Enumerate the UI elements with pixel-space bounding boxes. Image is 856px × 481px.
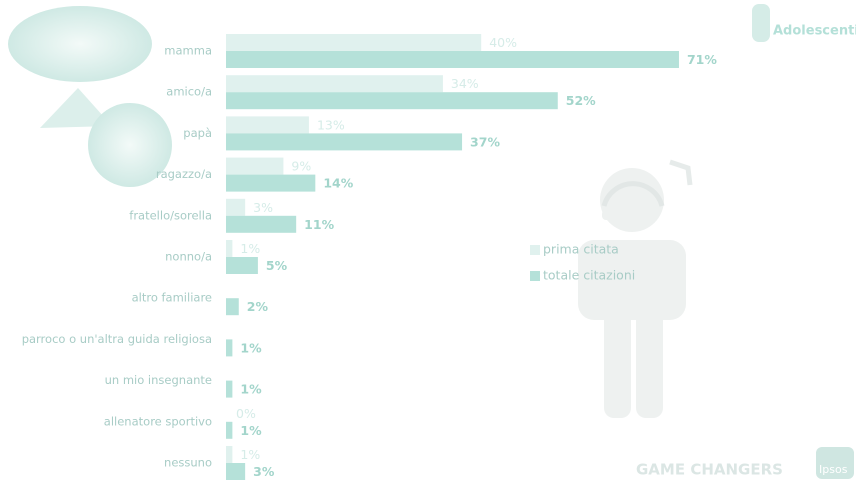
bar bbox=[226, 380, 233, 398]
bar bbox=[226, 215, 297, 233]
value-label: 11% bbox=[304, 217, 334, 232]
value-label: 52% bbox=[566, 93, 596, 108]
bar bbox=[226, 339, 233, 357]
bar bbox=[226, 133, 463, 151]
value-label: 40% bbox=[489, 35, 517, 50]
decorations bbox=[8, 4, 854, 479]
legend-label: totale citazioni bbox=[543, 268, 635, 283]
category-label: parroco o un'altra guida religiosa bbox=[22, 332, 212, 346]
legend-label: prima citata bbox=[543, 242, 619, 257]
value-label: 14% bbox=[323, 176, 353, 191]
bar bbox=[226, 198, 246, 216]
bar bbox=[226, 116, 309, 134]
category-label: amico/a bbox=[166, 85, 212, 99]
bar bbox=[226, 92, 558, 110]
category-label: papà bbox=[183, 126, 212, 140]
value-label: 3% bbox=[253, 200, 273, 215]
category-label: nessuno bbox=[164, 456, 212, 470]
value-label: 5% bbox=[266, 258, 288, 273]
bar bbox=[226, 51, 679, 68]
bar bbox=[226, 34, 482, 51]
category-label: ragazzo/a bbox=[156, 167, 212, 181]
bar bbox=[226, 298, 239, 316]
category-label: un mio insegnante bbox=[105, 373, 212, 387]
legend-swatch bbox=[530, 271, 540, 281]
value-label: 3% bbox=[253, 464, 275, 479]
category-label: altro familiare bbox=[132, 291, 212, 305]
value-label: 1% bbox=[240, 340, 262, 355]
category-label: fratello/sorella bbox=[129, 208, 212, 222]
value-label: 1% bbox=[240, 447, 260, 462]
bar bbox=[226, 240, 233, 257]
value-label: 1% bbox=[240, 382, 262, 397]
category-label: mamma bbox=[164, 44, 212, 58]
value-label: 1% bbox=[240, 423, 262, 438]
value-label: 2% bbox=[247, 299, 269, 314]
bar bbox=[226, 463, 246, 480]
value-label: 37% bbox=[470, 134, 500, 149]
category-label: allenatore sportivo bbox=[104, 414, 212, 428]
logo: Ipsos bbox=[819, 463, 848, 476]
value-label: 34% bbox=[451, 76, 479, 91]
category-label: nonno/a bbox=[165, 250, 212, 264]
badge: Adolescenti bbox=[773, 24, 856, 39]
value-label: 71% bbox=[687, 52, 717, 67]
bar bbox=[226, 257, 258, 274]
bar bbox=[226, 75, 443, 93]
value-label: 0% bbox=[236, 406, 256, 421]
value-label: 9% bbox=[291, 159, 311, 174]
footer: GAME CHANGERS bbox=[636, 461, 783, 479]
bar bbox=[226, 421, 233, 439]
value-label: 1% bbox=[240, 241, 260, 256]
bar bbox=[226, 174, 316, 192]
bar bbox=[226, 446, 233, 463]
value-label: 13% bbox=[317, 117, 345, 132]
legend-swatch bbox=[530, 245, 540, 255]
bar bbox=[226, 157, 284, 175]
